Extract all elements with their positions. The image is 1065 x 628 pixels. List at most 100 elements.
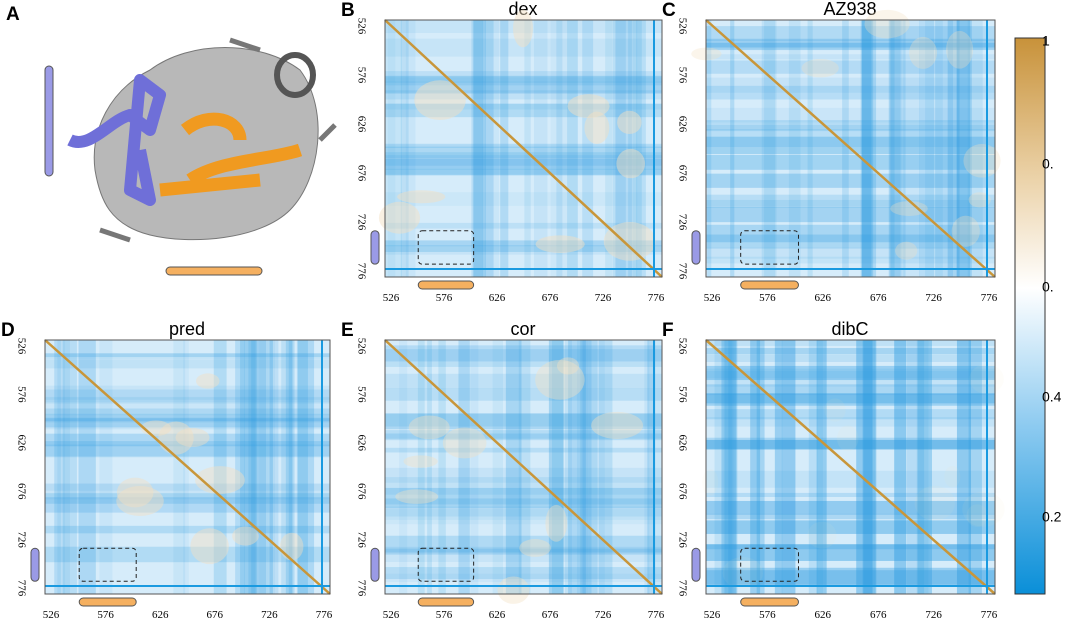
heat-patch (414, 80, 466, 121)
heat-band (296, 340, 308, 594)
x-tick-label: 576 (759, 609, 776, 621)
y-tick-label: 676 (676, 483, 688, 500)
heat-band (385, 447, 662, 453)
y-tick-label: 526 (676, 338, 688, 355)
heat-band (576, 340, 589, 594)
heat-patch (963, 143, 1001, 178)
heat-band (706, 224, 995, 243)
heat-band (385, 158, 662, 176)
frame (705, 339, 996, 595)
heat-band (706, 194, 995, 207)
heat-patch (535, 235, 585, 253)
heat-band (707, 20, 712, 277)
heat-band (385, 20, 662, 34)
frame (705, 19, 996, 278)
heat-band (399, 340, 408, 594)
heat-band (213, 340, 227, 594)
y-tick-label: 626 (676, 435, 688, 452)
colorbar-tick-label: 1 (1042, 33, 1050, 49)
heat-band (632, 20, 638, 277)
heat-patch (232, 526, 259, 546)
heat-patch (378, 201, 421, 234)
heat-band (385, 168, 662, 175)
x-tick-label: 526 (383, 292, 400, 304)
heat-band (385, 76, 662, 93)
heat-diagonal (44, 339, 331, 595)
y-tick-label: 626 (355, 116, 367, 133)
heat-band (706, 107, 995, 123)
purple-bar (370, 230, 380, 265)
x-tick-label: 626 (489, 292, 506, 304)
heat-band (173, 340, 186, 594)
heat-band (706, 384, 995, 396)
y-tick-label: 726 (676, 531, 688, 548)
heat-band (863, 340, 877, 594)
loops (99, 37, 337, 243)
heat-band (387, 20, 396, 277)
heat-band (548, 340, 564, 594)
heat-band (60, 340, 66, 594)
heat-band (385, 430, 662, 441)
heat-band (706, 136, 995, 155)
y-tick-label: 526 (15, 338, 27, 355)
heat-band (706, 42, 995, 51)
heat-band (385, 20, 402, 277)
heat-band (706, 492, 995, 498)
heat-band (385, 487, 662, 505)
heat-band (706, 77, 995, 93)
heat-patch (914, 485, 955, 521)
heat-band (385, 498, 662, 509)
heat-band (706, 154, 995, 170)
y-tick-label: 576 (15, 386, 27, 403)
heat-band (956, 340, 972, 594)
y-tick-label: 726 (355, 531, 367, 548)
heat-band (628, 20, 642, 277)
heat-band (54, 340, 61, 594)
x-tick-label: 776 (981, 292, 998, 304)
heat-band (956, 20, 972, 277)
heat-band (730, 20, 735, 277)
heat-band (860, 20, 872, 277)
x-tick-label: 676 (542, 292, 559, 304)
heat-band (385, 548, 662, 555)
panel-label: A (6, 4, 20, 25)
y-tick-label: 726 (15, 531, 27, 548)
panel-label: B (341, 0, 355, 21)
frame (384, 19, 663, 278)
heat-band (385, 413, 662, 430)
heat-band (842, 20, 849, 277)
heatmap (378, 9, 663, 278)
heat-band (750, 340, 761, 594)
heat-band (862, 340, 876, 594)
heat-band (706, 500, 995, 515)
heat-band (568, 340, 586, 594)
y-tick-label: 776 (15, 580, 27, 597)
heat-band (890, 20, 901, 277)
purple-bar (30, 547, 40, 582)
heat-band (427, 340, 432, 594)
heat-band (385, 77, 662, 94)
x-tick-label: 626 (815, 609, 832, 621)
heat-patch (175, 428, 210, 447)
purple-bar (691, 547, 701, 582)
heat-patch (116, 486, 164, 517)
heat-band (385, 75, 662, 83)
heat-band (62, 340, 77, 594)
heat-band (706, 393, 995, 406)
heat-patch (408, 415, 450, 440)
heat-patch (279, 532, 304, 561)
heat-patch (807, 521, 837, 549)
heat-band (722, 340, 734, 594)
purple-bar (44, 65, 54, 177)
heat-band (550, 20, 568, 277)
heat-band (385, 38, 662, 57)
x-tick-label: 676 (542, 609, 559, 621)
heat-patch (545, 504, 568, 542)
heat-patch (397, 190, 446, 204)
heat-band (385, 103, 662, 118)
heat-band (615, 20, 632, 277)
x-tick-label: 726 (595, 609, 612, 621)
heat-band (816, 340, 827, 594)
x-tick-label: 676 (870, 609, 887, 621)
purple-bar (370, 547, 380, 582)
